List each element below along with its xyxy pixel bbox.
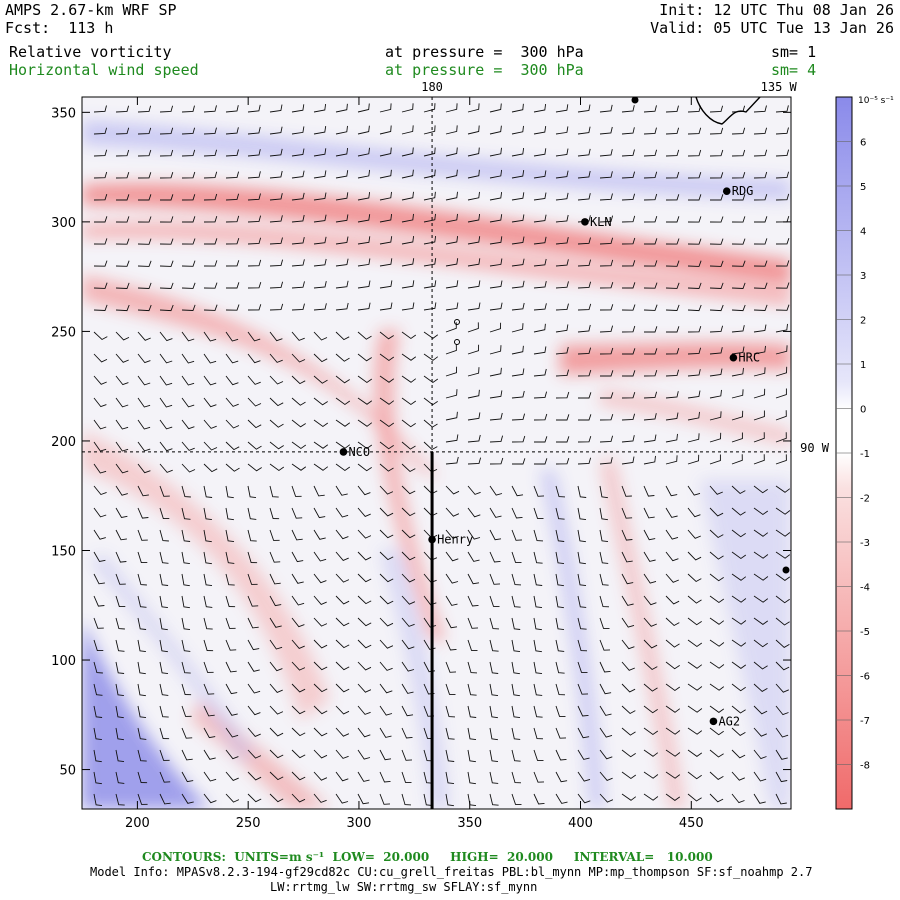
forecast-hour: Fcst: 113 h (5, 19, 114, 37)
wind-barb-paths (93, 103, 791, 807)
colorbar-tick-label: -4 (860, 583, 870, 594)
station-dot (581, 218, 589, 226)
station-label: HRC (738, 351, 760, 365)
model-title: AMPS 2.67-km WRF SP (5, 1, 177, 19)
station-label: Henry (437, 533, 473, 547)
vorticity-field (82, 97, 791, 809)
field1-smooth: sm= 1 (771, 43, 817, 61)
y-tick-label: 150 (51, 544, 76, 559)
colorbar-tick-label: 3 (860, 271, 866, 282)
field2-pressure: at pressure = 300 hPa (385, 61, 584, 79)
y-tick-label: 300 (51, 216, 76, 231)
station-dot (729, 353, 738, 362)
contours-info: CONTOURS: UNITS=m s⁻¹ LOW= 20.000 HIGH= … (142, 850, 713, 864)
plot-frame (81, 96, 792, 810)
station-dot-top (631, 96, 639, 104)
marker-circle (454, 319, 460, 325)
x-tick-label: 450 (679, 816, 704, 831)
station-dot (709, 717, 718, 726)
y-tick-label: 50 (59, 764, 76, 779)
y-tick-label: 350 (51, 106, 76, 121)
colorbar-tick-label: 4 (860, 227, 866, 238)
parallel-label-90w: 90 W (800, 441, 830, 455)
station-label: AG2 (718, 714, 740, 728)
y-tick-label: 200 (51, 435, 76, 450)
colorbar-tick-label: 5 (860, 182, 866, 193)
x-tick-label: 350 (457, 816, 482, 831)
station-label: RDG (732, 184, 754, 198)
model-info-line2: LW:rrtmg_lw SW:rrtmg_sw SFLAY:sf_mynn (270, 880, 538, 894)
wind-barbs (93, 103, 791, 807)
station-dot (722, 187, 731, 196)
colorbar-tick-label: -1 (860, 449, 870, 460)
colorbar-tick-label: -3 (860, 538, 870, 549)
colorbar-tick-label: -6 (860, 672, 870, 683)
field1-pressure: at pressure = 300 hPa (385, 43, 584, 61)
marker-circle (454, 339, 460, 345)
x-tick-label: 300 (347, 816, 372, 831)
colorbar-tick-label: 0 (860, 405, 866, 416)
colorbar-tick-label: -2 (860, 494, 870, 505)
x-tick-label: 250 (236, 816, 261, 831)
colorbar-tick-label: 1 (860, 360, 866, 371)
station-label: NCO (348, 445, 370, 459)
colorbar-unit: 10⁻⁵ s⁻¹ (858, 96, 894, 106)
station-label: KLN (590, 215, 612, 229)
station-dot-edge (782, 566, 790, 574)
y-tick-label: 250 (51, 325, 76, 340)
field1-name: Relative vorticity (9, 43, 172, 61)
x-tick-label: 200 (125, 816, 150, 831)
colorbar-tick-label: -7 (860, 716, 870, 727)
station-dot (339, 448, 348, 456)
meridian-label-135w: 135 W (761, 80, 798, 94)
station-dot (428, 535, 436, 544)
colorbar-tick-label: 2 (860, 316, 866, 327)
colorbar-tick-label: -8 (860, 761, 870, 772)
x-tick-label: 400 (568, 816, 593, 831)
valid-time: Valid: 05 UTC Tue 13 Jan 26 (650, 19, 894, 37)
colorbar-tick-label: -5 (860, 627, 870, 638)
coastline (695, 96, 761, 125)
field2-smooth: sm= 4 (771, 61, 817, 79)
init-time: Init: 12 UTC Thu 08 Jan 26 (659, 1, 894, 19)
y-tick-label: 100 (51, 654, 76, 669)
field2-name: Horizontal wind speed (9, 61, 199, 79)
colorbar-tick-label: 6 (860, 138, 866, 149)
meridian-label-180: 180 (421, 80, 443, 94)
model-info: Model Info: MPASv8.2.3-194-gf29cd82c CU:… (90, 865, 813, 879)
